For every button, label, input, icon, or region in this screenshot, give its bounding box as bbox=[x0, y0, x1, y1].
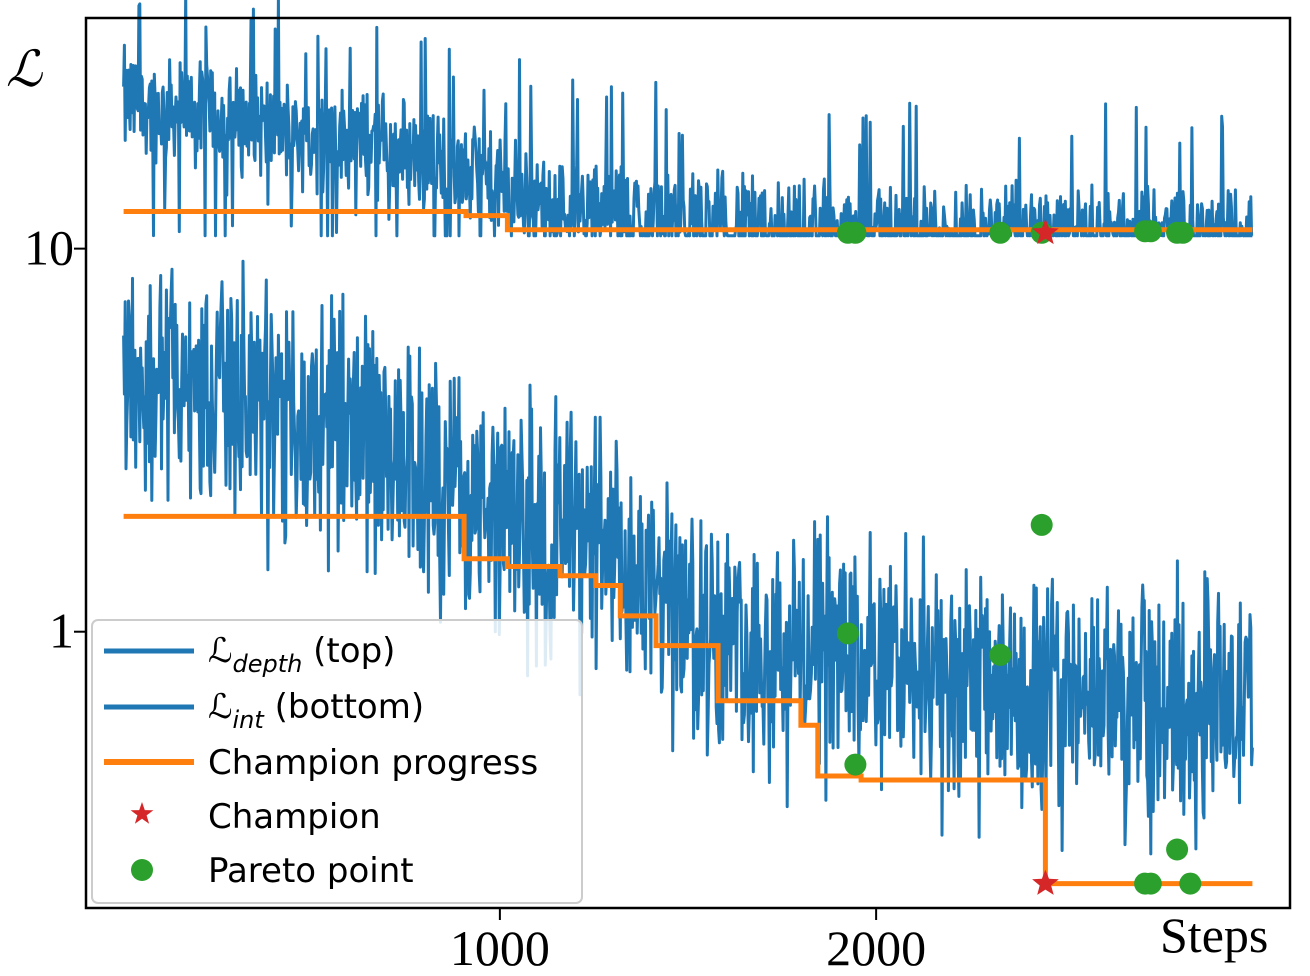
pareto-point bbox=[1139, 872, 1162, 895]
series-line-int bbox=[122, 259, 1254, 856]
legend-int-rest: (bottom) bbox=[264, 687, 424, 727]
axes: 1000 2000 10 1 ℒ Steps bbox=[6, 16, 1292, 976]
legend: ℒdepth (top) ℒint (bottom) Champion prog… bbox=[91, 619, 583, 904]
legend-star-icon bbox=[130, 802, 154, 824]
legend-box bbox=[91, 619, 583, 904]
pareto-point bbox=[989, 221, 1012, 244]
legend-depth-rest: (top) bbox=[302, 631, 395, 671]
plot-area bbox=[122, 0, 1254, 895]
champion-progress-line bbox=[123, 513, 1253, 887]
plot-frame bbox=[84, 16, 1292, 910]
champion-star bbox=[1032, 218, 1059, 245]
pareto-point bbox=[836, 622, 859, 645]
x-ticks: 1000 2000 bbox=[450, 908, 926, 976]
x-axis-label: Steps bbox=[1160, 907, 1268, 963]
legend-label-int: ℒint (bottom) bbox=[208, 687, 424, 734]
pareto-point bbox=[1030, 513, 1053, 536]
pareto-point bbox=[1179, 872, 1202, 895]
pareto-point bbox=[844, 753, 867, 776]
legend-label-champion-progress: Champion progress bbox=[208, 743, 538, 783]
legend-label-champion: Champion bbox=[208, 797, 381, 837]
legend-circle-icon bbox=[131, 859, 153, 881]
legend-int-sub: int bbox=[233, 706, 266, 734]
legend-depth-sub: depth bbox=[233, 650, 303, 678]
legend-label-pareto: Pareto point bbox=[208, 851, 414, 891]
legend-int-main: ℒ bbox=[208, 687, 233, 727]
champion-star bbox=[1032, 869, 1059, 895]
pareto-point bbox=[1139, 220, 1162, 243]
x-tick-label: 2000 bbox=[826, 920, 926, 976]
y-tick-label: 1 bbox=[49, 603, 74, 659]
y-axis-label: ℒ bbox=[6, 41, 43, 97]
y-ticks: 10 1 bbox=[24, 220, 86, 659]
pareto-point bbox=[989, 643, 1012, 666]
legend-depth-main: ℒ bbox=[208, 631, 233, 671]
pareto-point bbox=[1171, 221, 1194, 244]
y-tick-label: 10 bbox=[24, 220, 74, 276]
pareto-point bbox=[1166, 838, 1189, 861]
legend-label-depth: ℒdepth (top) bbox=[208, 631, 395, 678]
champion-progress-line bbox=[123, 209, 1253, 233]
series-line-depth bbox=[122, 0, 1254, 238]
x-tick-label: 1000 bbox=[450, 920, 550, 976]
pareto-point bbox=[844, 221, 867, 244]
